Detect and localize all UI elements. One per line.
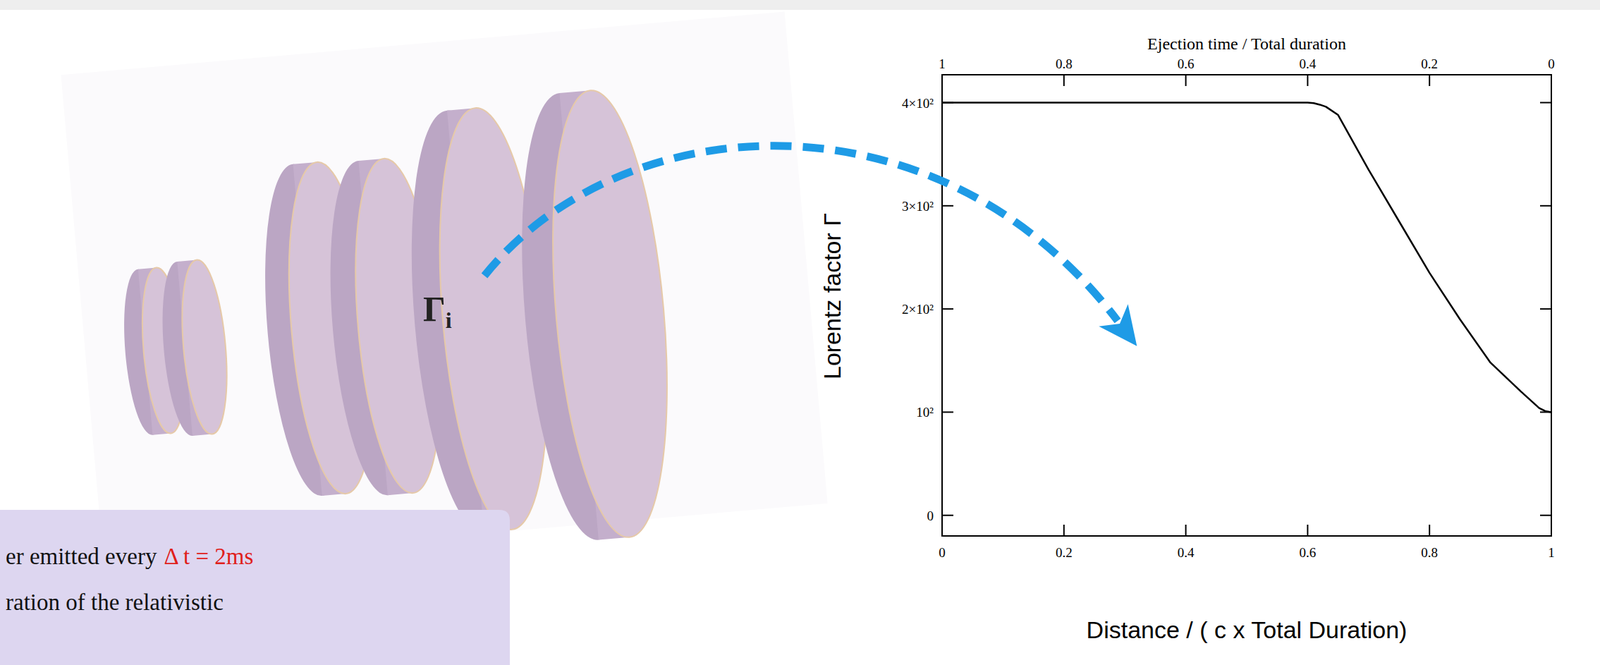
y-tick-label: 10² bbox=[915, 404, 934, 420]
x2-tick bbox=[1428, 74, 1431, 87]
x-tick bbox=[1185, 524, 1187, 536]
x2-tick bbox=[1063, 74, 1065, 87]
gamma-sub: i bbox=[445, 307, 453, 333]
gamma-line bbox=[942, 102, 1552, 413]
arrow-head bbox=[1098, 303, 1137, 347]
illustration-ground bbox=[60, 11, 828, 567]
chart: 0 0.2 0.4 0.6 0.8 1 1 0.8 0.6 0.4 0.2 0 0 10² 2×10² 3×1… bbox=[818, 34, 1555, 644]
x-tick-label: 0.6 bbox=[1299, 545, 1317, 560]
y-tick-label: 4×10² bbox=[901, 95, 934, 111]
y-tick bbox=[942, 205, 954, 207]
x-tick-label: 0.8 bbox=[1420, 545, 1438, 560]
x-tick-label: 0.4 bbox=[1177, 545, 1195, 560]
shell-face bbox=[176, 258, 234, 436]
gamma-main: Γ bbox=[423, 289, 446, 329]
x-tick bbox=[1428, 524, 1431, 536]
y-tick-right bbox=[1540, 102, 1552, 104]
y-tick-label: 2×10² bbox=[901, 301, 934, 317]
background bbox=[0, 0, 1600, 665]
slide: Γi er emitted everyΔ t = 2ms ration of the… bbox=[0, 0, 1600, 665]
shell-face bbox=[536, 86, 683, 543]
shell bbox=[156, 258, 234, 438]
x2-tick bbox=[1550, 74, 1553, 87]
y-tick-right bbox=[1540, 514, 1552, 517]
x2-tick-label: 0.6 bbox=[1177, 56, 1195, 72]
x-tick bbox=[1306, 524, 1309, 536]
y-tick-label: 3×10² bbox=[901, 198, 934, 214]
x-tick bbox=[1550, 524, 1553, 536]
x2-axis-title: Ejection time / Total duration bbox=[1147, 34, 1347, 53]
plot-frame bbox=[942, 74, 1552, 536]
x-tick-label: 0 bbox=[938, 545, 946, 560]
top-strip bbox=[0, 0, 1600, 10]
x2-tick-label: 0.8 bbox=[1055, 56, 1073, 72]
x2-tick-label: 1 bbox=[938, 56, 946, 72]
x2-tick-label: 0.2 bbox=[1420, 56, 1438, 72]
marks bbox=[942, 102, 1552, 413]
y-axis-title: Lorentz factor Γ bbox=[818, 212, 846, 380]
y-tick-right bbox=[1540, 308, 1552, 310]
x2-tick-label: 0.4 bbox=[1299, 56, 1317, 72]
x2-tick bbox=[1306, 74, 1309, 87]
x2-tick bbox=[941, 74, 943, 87]
y-tick bbox=[942, 411, 954, 413]
caption-box bbox=[0, 509, 510, 665]
caption-line2: ration of the relativistic bbox=[5, 589, 224, 615]
x-tick-label: 0.2 bbox=[1055, 545, 1073, 560]
x-tick bbox=[1063, 524, 1065, 536]
caption-highlight: Δ t = 2ms bbox=[163, 543, 254, 570]
x-axis-title: Distance / ( c x Total Duration) bbox=[1086, 616, 1408, 644]
caption-line1: er emitted every bbox=[5, 543, 158, 570]
y-tick-label: 0 bbox=[927, 508, 935, 524]
x2-tick-label: 0 bbox=[1547, 56, 1555, 72]
y-tick bbox=[942, 514, 954, 517]
x2-tick bbox=[1185, 74, 1187, 87]
x-tick bbox=[941, 524, 943, 536]
shell bbox=[505, 86, 683, 546]
gamma-label: Γi bbox=[423, 289, 453, 333]
x-tick-label: 1 bbox=[1547, 545, 1555, 560]
y-tick-right bbox=[1540, 205, 1552, 207]
y-tick bbox=[942, 308, 954, 310]
dashed-arrow bbox=[484, 145, 1118, 321]
shells-illustration bbox=[60, 11, 828, 567]
